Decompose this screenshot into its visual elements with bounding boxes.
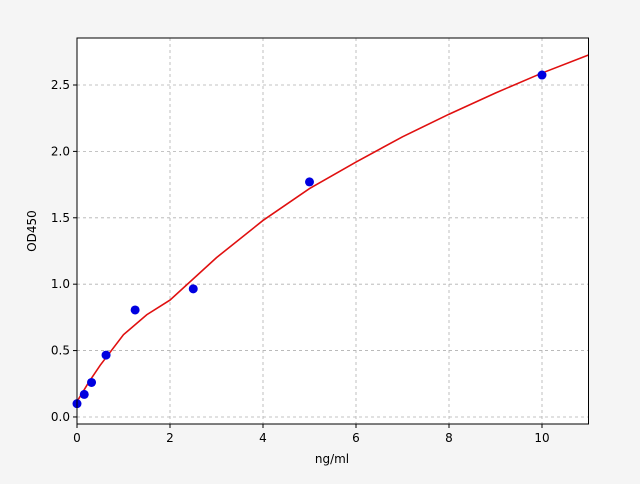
x-tick-label: 4 [259, 431, 267, 445]
points-layer [72, 70, 547, 409]
y-axis-label: OD450 [25, 210, 39, 252]
y-tick-label: 0.0 [51, 410, 70, 424]
y-tick-label: 2.0 [51, 144, 70, 158]
y-tick-label: 0.5 [51, 344, 70, 358]
plot-frame [76, 37, 589, 425]
x-tick-label: 0 [73, 431, 81, 445]
y-tick-label: 1.0 [51, 277, 70, 291]
data-point [130, 305, 140, 315]
y-tick-label: 1.5 [51, 211, 70, 225]
x-tick-label: 6 [352, 431, 360, 445]
grid [76, 38, 589, 424]
y-tick-label: 2.5 [51, 78, 70, 92]
data-point [87, 377, 97, 387]
plot-area [77, 38, 589, 424]
x-tick-label: 10 [534, 431, 549, 445]
x-axis-label: ng/ml [315, 452, 349, 466]
data-point [188, 284, 198, 294]
data-point [79, 389, 89, 399]
ticks: 0 2 4 6 8 10 0.0 0.5 1.0 1.5 2.0 2.5 [51, 78, 550, 445]
data-point [537, 70, 547, 80]
data-point [101, 350, 111, 360]
x-tick-label: 2 [166, 431, 174, 445]
data-point [305, 177, 314, 187]
x-tick-label: 8 [445, 431, 453, 445]
